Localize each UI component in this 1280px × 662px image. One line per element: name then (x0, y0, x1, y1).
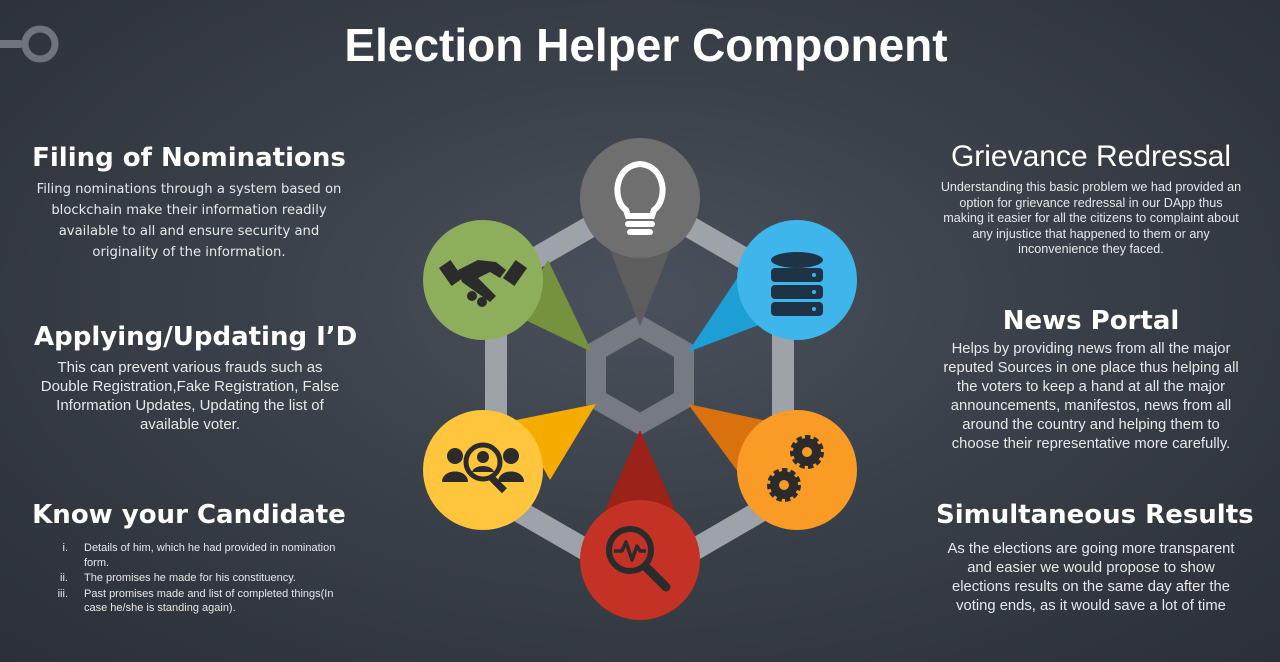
database-icon (771, 252, 823, 316)
list-item: ii. The promises he made for his constitu… (60, 572, 296, 584)
candidate-details-list: i. Details of him, which he had provided … (48, 541, 338, 617)
handshake-icon (438, 259, 528, 307)
database-node (737, 220, 857, 340)
lightbulb-icon (614, 160, 666, 235)
filing-nominations-text: Filing nominations through a system base… (36, 182, 342, 260)
gears-icon (767, 435, 824, 502)
applying-id-text: This can prevent various frauds such as … (40, 359, 340, 433)
list-item: iii. Past promises made and list of compl… (57, 587, 334, 615)
news-portal-section: News Portal Helps by providing news from… (940, 306, 1242, 454)
know-candidate-section: Know your Candidate (30, 500, 348, 530)
grievance-section: Grievance Redressal Understanding this b… (938, 140, 1244, 258)
applying-id-section: Applying/Updating I’D This can prevent v… (34, 322, 358, 434)
know-candidate-heading: Know your Candidate (32, 500, 346, 530)
people-search-icon (442, 442, 524, 494)
inner-hex (586, 314, 694, 436)
filing-nominations-heading: Filing of Nominations (32, 143, 346, 173)
applying-id-heading: Applying/Updating I’D (34, 322, 358, 352)
gears-node (737, 410, 857, 530)
page-title: Election Helper Component (344, 19, 948, 71)
analytics-magnifier-icon (606, 526, 671, 592)
grievance-heading: Grievance Redressal (950, 140, 1232, 173)
list-item: i. Details of him, which he had provided … (62, 542, 336, 569)
component-hex-diagram (423, 138, 857, 620)
key-ring-icon (0, 25, 59, 63)
people-search-node (423, 410, 543, 530)
lightbulb-pointer (610, 250, 670, 326)
analytics-pointer (605, 430, 675, 510)
news-portal-heading: News Portal (1002, 306, 1180, 336)
simultaneous-results-heading: Simultaneous Results (936, 500, 1254, 530)
filing-nominations-section: Filing of Nominations Filing nominations… (30, 143, 348, 263)
simultaneous-results-text: As the elections are going more transpar… (947, 541, 1235, 614)
news-portal-text: Helps by providing news from all the maj… (943, 341, 1239, 452)
simultaneous-results-section: Simultaneous Results As the elections ar… (936, 500, 1254, 616)
grievance-text: Understanding this basic problem we had … (940, 180, 1242, 256)
lightbulb-node (580, 138, 700, 258)
analytics-node (580, 500, 700, 620)
handshake-node (423, 220, 543, 340)
people-search-pointer (516, 404, 596, 480)
